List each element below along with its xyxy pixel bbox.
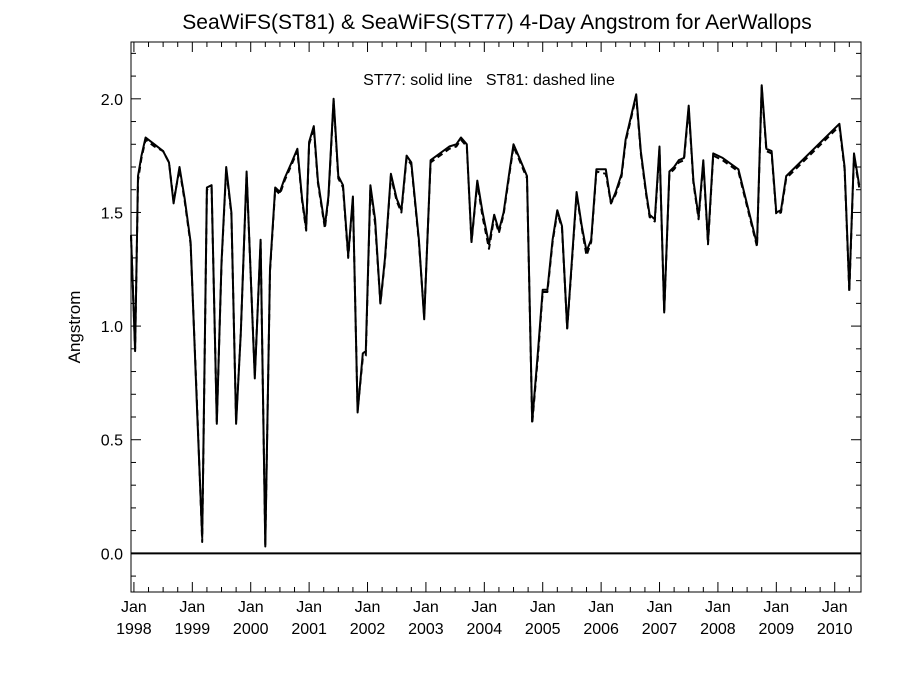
x-tick-month-label: Jan <box>647 599 673 616</box>
x-tick-month-label: Jan <box>296 599 322 616</box>
y-tick-label: 1.0 <box>101 319 123 336</box>
x-tick-month-label: Jan <box>705 599 731 616</box>
y-tick-label: 2.0 <box>101 92 123 109</box>
y-axis-label: Angstrom <box>65 291 84 364</box>
x-tick-month-label: Jan <box>413 599 439 616</box>
x-tick-year-label: 2004 <box>467 621 503 638</box>
series-group <box>130 84 861 548</box>
x-tick-year-label: 1999 <box>175 621 211 638</box>
x-tick-year-label: 1998 <box>116 621 152 638</box>
x-tick-year-label: 2005 <box>525 621 561 638</box>
x-tick-month-label: Jan <box>121 599 147 616</box>
x-tick-year-label: 2006 <box>583 621 619 638</box>
x-tick-year-label: 2008 <box>700 621 736 638</box>
x-tick-month-label: Jan <box>238 599 264 616</box>
x-tick-year-label: 2000 <box>233 621 269 638</box>
y-tick-label: 1.5 <box>101 205 123 222</box>
x-tick-year-label: 2002 <box>350 621 386 638</box>
y-tick-label: 0.0 <box>101 546 123 563</box>
y-tick-label: 0.5 <box>101 433 123 450</box>
axis-tick-labels: 0.0 0.5 1.0 1.5 2.0 Jan 1998 Jan 1999 Jan 2000 Jan 2… <box>101 92 853 638</box>
series-line-st81 <box>130 86 861 546</box>
x-tick-year-label: 2007 <box>642 621 678 638</box>
chart-title: SeaWiFS(ST81) & SeaWiFS(ST77) 4-Day Angs… <box>182 11 811 34</box>
series-line-st77 <box>130 84 861 548</box>
x-tick-year-label: 2003 <box>408 621 444 638</box>
line-style-note: ST77: solid line ST81: dashed line <box>363 72 615 89</box>
x-tick-month-label: Jan <box>355 599 381 616</box>
x-tick-month-label: Jan <box>763 599 789 616</box>
x-tick-year-label: 2009 <box>759 621 795 638</box>
x-tick-year-label: 2001 <box>291 621 327 638</box>
x-tick-month-label: Jan <box>471 599 497 616</box>
x-tick-month-label: Jan <box>822 599 848 616</box>
x-tick-month-label: Jan <box>530 599 556 616</box>
x-tick-month-label: Jan <box>588 599 614 616</box>
plot-frame <box>130 41 862 593</box>
axis-ticks <box>131 42 861 592</box>
x-tick-year-label: 2010 <box>817 621 853 638</box>
x-tick-month-label: Jan <box>179 599 205 616</box>
